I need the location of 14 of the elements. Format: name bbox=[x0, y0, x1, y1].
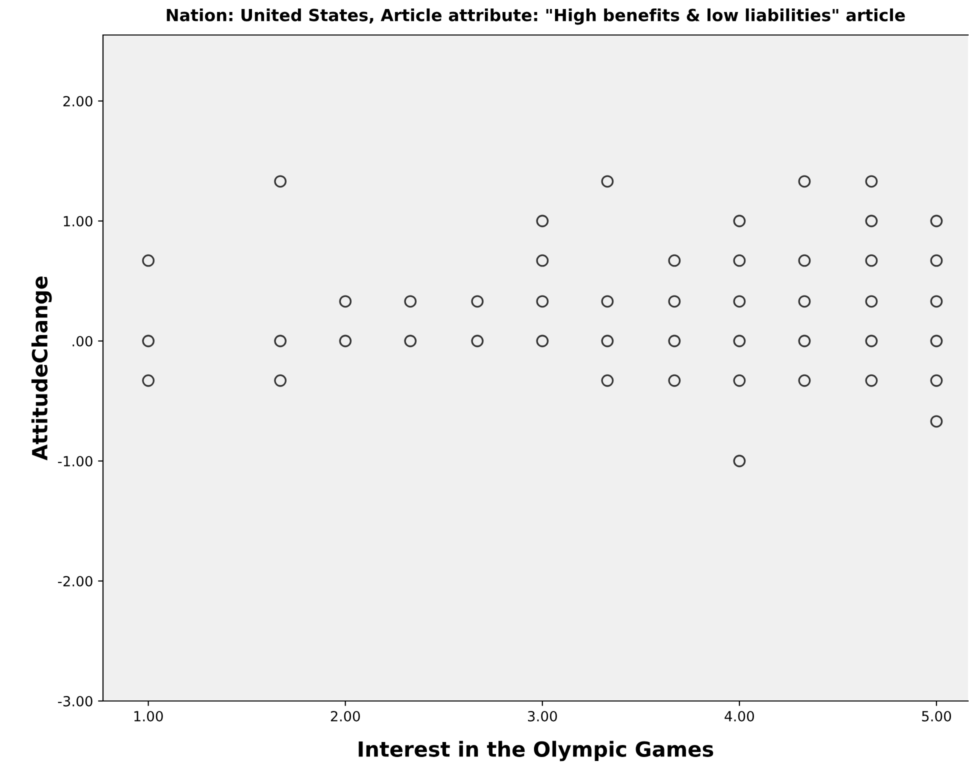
x-tick-label: 4.00 bbox=[724, 710, 754, 722]
chart-title: Nation: United States, Article attribute: "High benefits & low liabilities" article bbox=[166, 8, 905, 25]
y-tick-label: .00 bbox=[72, 336, 92, 346]
y-tick-label: -1.00 bbox=[58, 456, 92, 466]
x-tick-label: 3.00 bbox=[528, 710, 557, 722]
y-tick-label: 1.00 bbox=[64, 216, 92, 226]
y-tick-label: 2.00 bbox=[63, 96, 92, 106]
y-axis-title: AttitudeChange bbox=[31, 276, 52, 460]
x-axis-title: Interest in the Olympic Games bbox=[358, 740, 714, 762]
x-tick-label: 2.00 bbox=[330, 710, 360, 722]
x-tick-label: 5.00 bbox=[922, 710, 952, 722]
y-tick-label: -3.00 bbox=[58, 696, 92, 706]
x-tick-label: 1.00 bbox=[134, 710, 163, 722]
y-tick-label: -2.00 bbox=[58, 576, 92, 586]
